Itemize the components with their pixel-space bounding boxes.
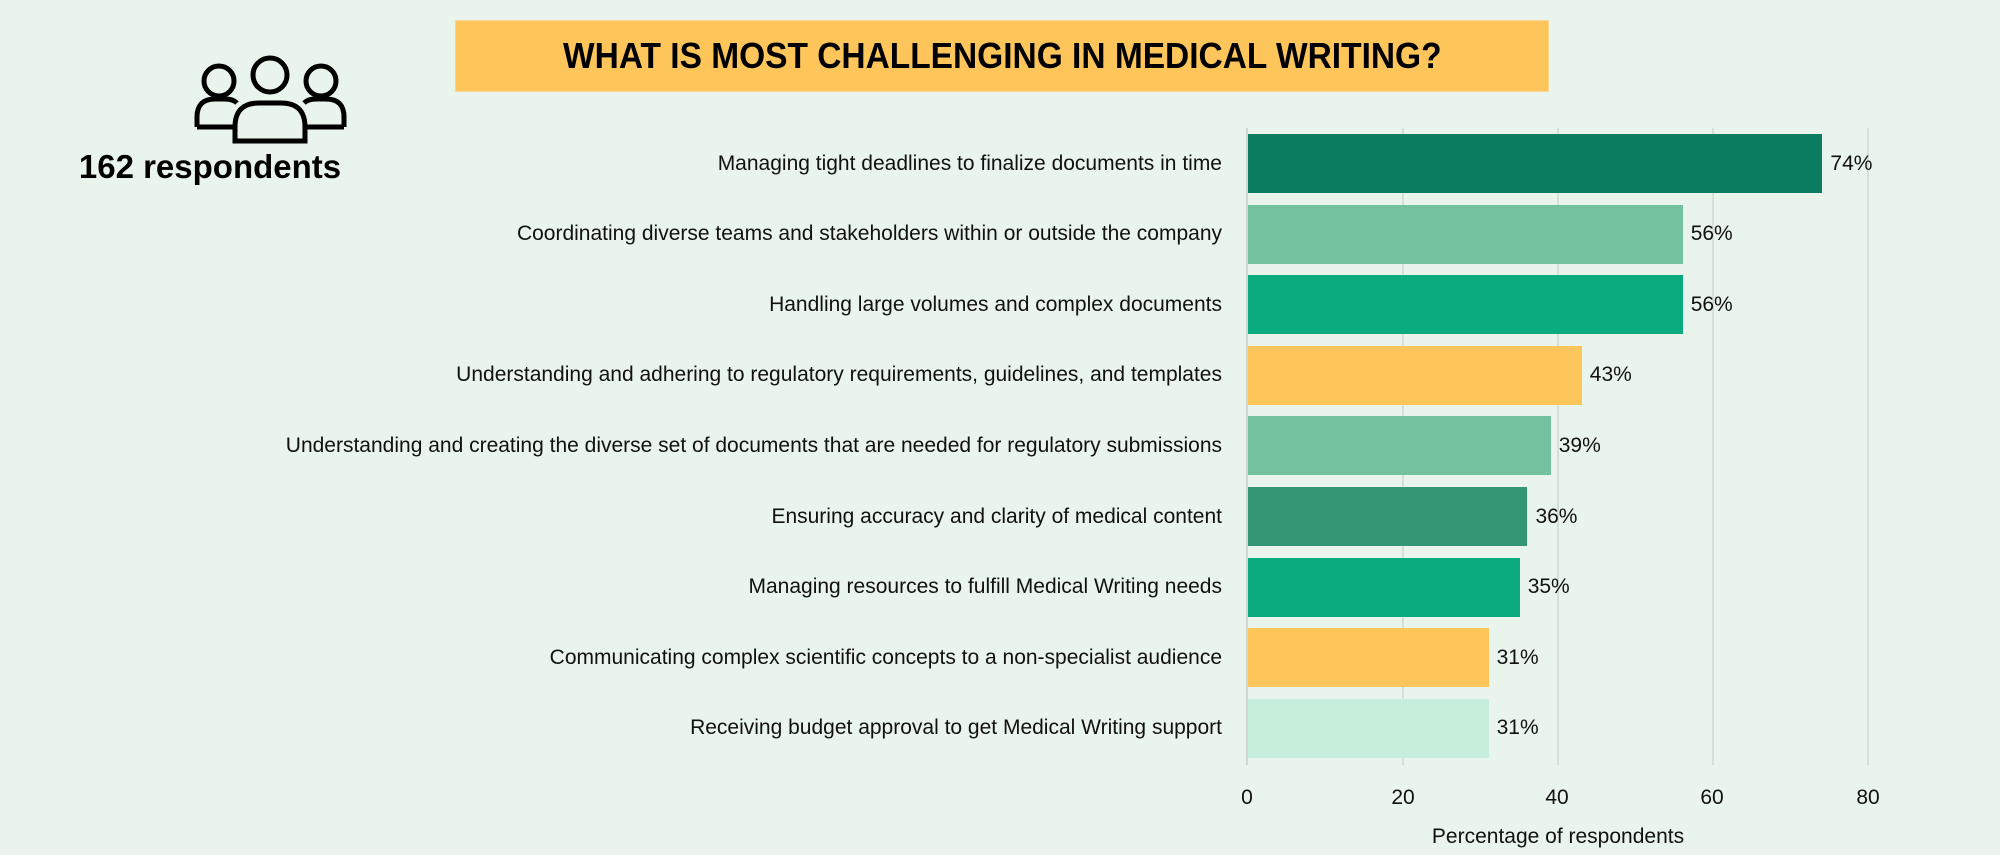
- value-label: 31%: [1496, 645, 1539, 669]
- gridline-60: [1712, 128, 1714, 765]
- category-label: Managing tight deadlines to finalize doc…: [717, 151, 1222, 175]
- bar-row: Understanding and creating the diverse s…: [0, 416, 2000, 476]
- gridline-40: [1557, 128, 1559, 765]
- value-label: 56%: [1690, 292, 1733, 316]
- bar: [1248, 275, 1683, 335]
- bar-row: Receiving budget approval to get Medical…: [0, 698, 2000, 758]
- respondents-count: 162 respondents: [78, 148, 342, 185]
- category-label: Communicating complex scientific concept…: [549, 645, 1222, 669]
- x-tick-20: 20: [1391, 786, 1415, 809]
- bar-row: Coordinating diverse teams and stakehold…: [0, 204, 2000, 264]
- bar: [1248, 345, 1582, 405]
- x-tick-60: 60: [1700, 786, 1724, 809]
- bar-row: Understanding and adhering to regulatory…: [0, 345, 2000, 405]
- respondents-block: 162 respondents: [60, 55, 360, 195]
- value-label: 31%: [1496, 716, 1539, 740]
- x-tick-0: 0: [1241, 786, 1253, 809]
- bar: [1248, 204, 1683, 264]
- bar: [1248, 487, 1528, 546]
- bar: [1248, 134, 1823, 193]
- category-label: Handling large volumes and complex docum…: [769, 292, 1222, 316]
- value-label: 36%: [1535, 504, 1578, 528]
- bar: [1248, 698, 1489, 758]
- bar: [1248, 557, 1520, 617]
- category-label: Understanding and creating the diverse s…: [285, 433, 1222, 457]
- value-label: 35%: [1527, 575, 1570, 599]
- category-label: Understanding and adhering to regulatory…: [456, 363, 1222, 387]
- bar: [1248, 416, 1551, 476]
- value-label: 74%: [1830, 151, 1873, 175]
- category-label: Receiving budget approval to get Medical…: [690, 716, 1222, 740]
- value-label: 43%: [1589, 363, 1632, 387]
- people-group-icon: [194, 55, 347, 144]
- bar-row: Managing tight deadlines to finalize doc…: [0, 134, 2000, 193]
- bar-row: Communicating complex scientific concept…: [0, 628, 2000, 688]
- x-tick-80: 80: [1856, 786, 1880, 809]
- x-axis-title: Percentage of respondents: [1431, 825, 1685, 848]
- category-label: Managing resources to fulfill Medical Wr…: [748, 575, 1222, 599]
- gridline-80: [1867, 128, 1869, 765]
- bar-row: Handling large volumes and complex docum…: [0, 275, 2000, 335]
- bar-row: Ensuring accuracy and clarity of medical…: [0, 487, 2000, 546]
- category-label: Coordinating diverse teams and stakehold…: [516, 222, 1222, 246]
- title-banner: WHAT IS MOST CHALLENGING IN MEDICAL WRIT…: [455, 20, 1549, 92]
- chart-title: WHAT IS MOST CHALLENGING IN MEDICAL WRIT…: [562, 35, 1442, 76]
- y-axis-line: [1246, 128, 1248, 765]
- category-label: Ensuring accuracy and clarity of medical…: [771, 504, 1222, 528]
- x-tick-40: 40: [1545, 786, 1569, 809]
- bar: [1248, 628, 1489, 688]
- bar-row: Managing resources to fulfill Medical Wr…: [0, 557, 2000, 617]
- value-label: 56%: [1690, 222, 1733, 246]
- value-label: 39%: [1558, 433, 1601, 457]
